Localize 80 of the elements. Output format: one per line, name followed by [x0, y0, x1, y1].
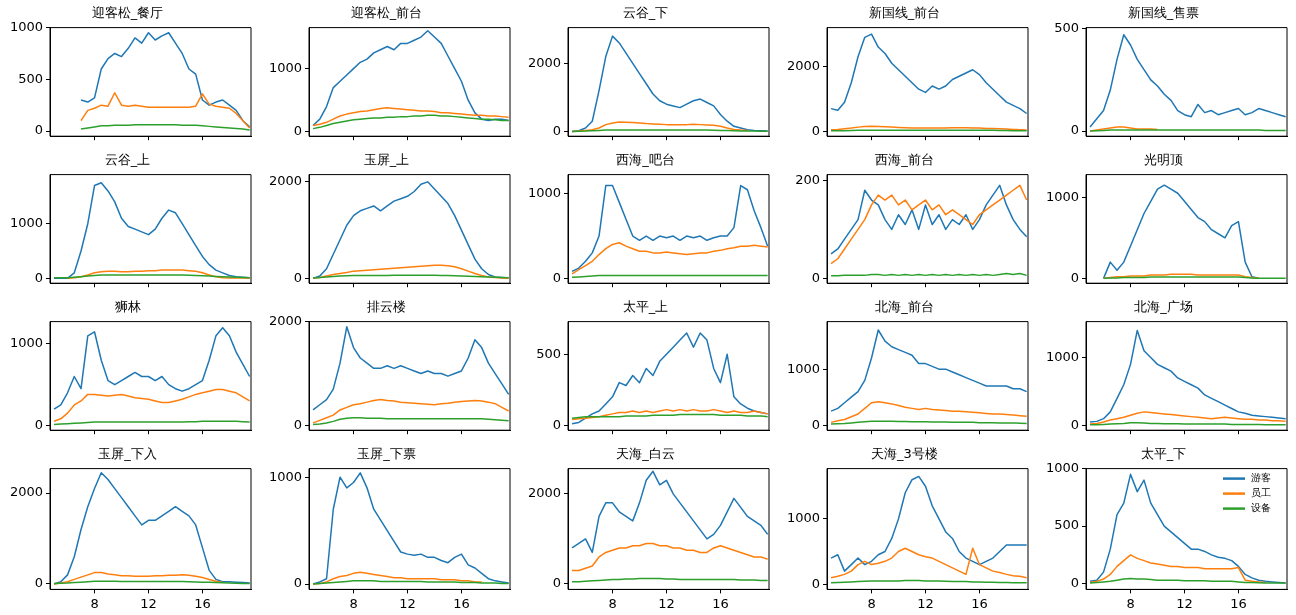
chart-title: 狮林 [114, 299, 141, 315]
y-tick-label: 1000 [268, 468, 302, 484]
y-tick-label: 0 [811, 416, 820, 432]
y-tick-label: 500 [536, 345, 561, 361]
y-tick-label: 0 [552, 575, 561, 591]
x-tick-label: 12 [658, 595, 675, 611]
chart-title: 光明顶 [1144, 152, 1183, 168]
chart-title: 玉屏_下入 [98, 446, 157, 462]
x-tick-label: 16 [712, 595, 729, 611]
chart-title: 天海_白云 [616, 446, 675, 462]
chart-title: 北海_广场 [1134, 299, 1193, 315]
chart-title: 迎客松_餐厅 [91, 5, 164, 21]
x-tick-label: 16 [194, 595, 211, 611]
y-tick-label: 0 [811, 122, 820, 138]
y-tick-label: 0 [34, 122, 43, 138]
y-tick-label: 0 [1070, 122, 1079, 138]
y-tick-label: 0 [1070, 416, 1079, 432]
x-tick-label: 12 [917, 595, 934, 611]
y-tick-label: 2000 [9, 484, 43, 500]
y-tick-label: 1000 [786, 360, 820, 376]
chart-title: 北海_前台 [875, 299, 934, 315]
y-tick-label: 1000 [9, 215, 43, 231]
chart-title: 天海_3号楼 [871, 446, 938, 462]
x-tick-label: 16 [971, 595, 988, 611]
y-tick-label: 1000 [1045, 188, 1079, 204]
x-tick-label: 8 [1126, 595, 1135, 611]
chart-title: 排云楼 [367, 299, 406, 315]
y-tick-label: 500 [1054, 20, 1079, 35]
y-tick-label: 1000 [1045, 459, 1079, 475]
y-tick-label: 2000 [786, 57, 820, 73]
y-tick-label: 1000 [9, 335, 43, 351]
y-tick-label: 200 [795, 171, 820, 187]
legend-label: 设备 [1251, 502, 1271, 514]
chart-title: 太平_下 [1140, 446, 1187, 462]
y-tick-label: 2000 [527, 54, 561, 70]
chart-title: 西海_吧台 [616, 152, 675, 168]
y-tick-label: 1000 [527, 185, 561, 201]
y-tick-label: 1000 [786, 510, 820, 526]
y-tick-label: 0 [34, 269, 43, 285]
y-tick-label: 0 [552, 122, 561, 138]
x-tick-label: 8 [90, 595, 99, 611]
y-tick-label: 2000 [268, 312, 302, 328]
chart-title: 玉屏_上 [363, 152, 410, 168]
x-tick-label: 12 [399, 595, 416, 611]
x-tick-label: 16 [1230, 595, 1247, 611]
x-tick-label: 12 [140, 595, 157, 611]
x-tick-label: 8 [349, 595, 358, 611]
chart-title: 玉屏_下票 [357, 446, 416, 462]
y-tick-label: 0 [552, 269, 561, 285]
legend-label: 游客 [1251, 472, 1271, 484]
y-tick-label: 0 [293, 269, 302, 285]
chart-title: 西海_前台 [875, 152, 934, 168]
chart-title: 新国线_前台 [868, 5, 941, 21]
y-tick-label: 500 [18, 70, 43, 86]
y-tick-label: 0 [34, 575, 43, 591]
y-tick-label: 0 [811, 575, 820, 591]
y-tick-label: 2000 [527, 485, 561, 501]
chart-title: 迎客松_前台 [350, 5, 423, 21]
chart-title: 新国线_售票 [1127, 5, 1200, 21]
chart-title: 太平_上 [622, 299, 669, 315]
chart-title: 云谷_下 [622, 5, 669, 21]
x-tick-label: 8 [867, 595, 876, 611]
x-tick-label: 12 [1176, 595, 1193, 611]
y-tick-label: 2000 [268, 173, 302, 189]
y-tick-label: 0 [293, 123, 302, 139]
y-tick-label: 500 [1054, 517, 1079, 533]
y-tick-label: 0 [34, 416, 43, 432]
x-tick-label: 8 [608, 595, 617, 611]
y-tick-label: 0 [811, 269, 820, 285]
y-tick-label: 0 [552, 416, 561, 432]
y-tick-label: 1000 [268, 60, 302, 76]
y-tick-label: 1000 [9, 18, 43, 34]
y-tick-label: 0 [293, 575, 302, 591]
chart-title: 云谷_上 [104, 152, 151, 168]
legend-label: 员工 [1251, 487, 1271, 499]
y-tick-label: 1000 [1045, 348, 1079, 364]
y-tick-label: 0 [293, 416, 302, 432]
y-tick-label: 0 [1070, 269, 1079, 285]
x-tick-label: 16 [453, 595, 470, 611]
y-tick-label: 0 [1070, 575, 1079, 591]
